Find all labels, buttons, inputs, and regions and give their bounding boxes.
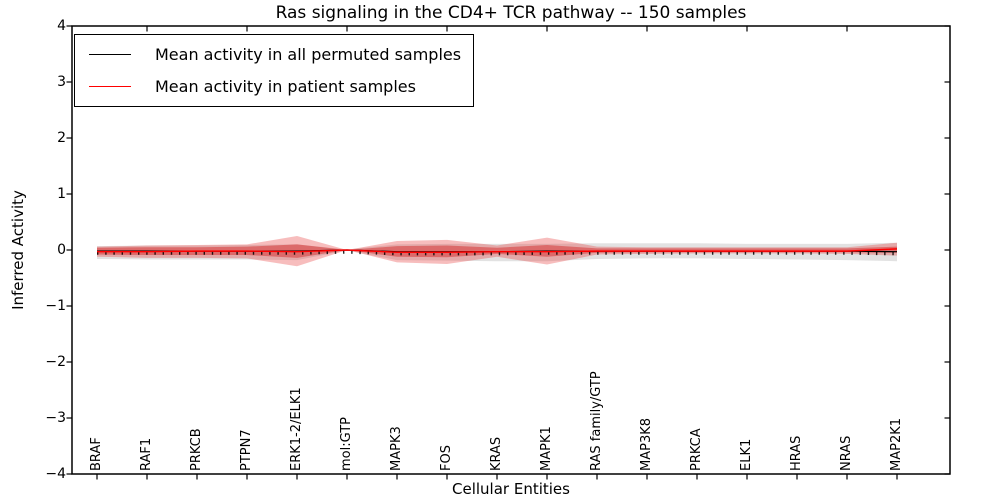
x-tick-label: ERK1-2/ELK1 [289, 387, 304, 471]
x-tick-label: KRAS [489, 436, 504, 471]
y-tick-label: 1 [57, 186, 66, 202]
x-tick-label: PRKCA [689, 428, 704, 471]
x-axis-label: Cellular Entities [452, 480, 570, 498]
x-tick-label: ELK1 [739, 438, 754, 471]
y-tick-label: −4 [45, 466, 66, 482]
x-tick-label: MAP3K8 [639, 417, 654, 471]
x-tick-label: HRAS [789, 435, 804, 471]
patient-mean-line [97, 248, 898, 253]
y-tick-label: 0 [57, 242, 66, 258]
x-tick-label: MAPK3 [389, 426, 404, 471]
y-tick-label: 4 [57, 18, 66, 34]
legend-line-permuted-icon [89, 53, 131, 55]
x-tick-label: RAF1 [139, 437, 154, 471]
x-tick-label: PRKCB [189, 428, 204, 471]
x-tick-label: mol:GTP [339, 417, 354, 471]
x-tick-label: BRAF [89, 437, 104, 471]
y-tick-label: −2 [45, 354, 66, 370]
legend: Mean activity in all permuted samples Me… [74, 34, 475, 107]
y-tick-label: 3 [57, 74, 66, 90]
x-tick-label: PTPN7 [239, 429, 254, 471]
legend-entry-patient: Mean activity in patient samples [87, 72, 461, 100]
y-tick-label: −3 [45, 410, 66, 426]
x-tick-label: FOS [439, 445, 454, 471]
legend-entry-permuted: Mean activity in all permuted samples [87, 40, 461, 68]
x-tick-label: RAS family/GTP [589, 371, 604, 471]
legend-line-patient-icon [89, 85, 131, 87]
y-tick-label: 2 [57, 130, 66, 146]
x-tick-label: MAP2K1 [889, 417, 904, 471]
y-tick-label: −1 [45, 298, 66, 314]
x-tick-label: NRAS [839, 435, 854, 471]
legend-label-permuted: Mean activity in all permuted samples [155, 44, 462, 64]
x-tick-label: MAPK1 [539, 426, 554, 471]
legend-label-patient: Mean activity in patient samples [155, 76, 416, 96]
chart-title: Ras signaling in the CD4+ TCR pathway --… [275, 3, 747, 23]
